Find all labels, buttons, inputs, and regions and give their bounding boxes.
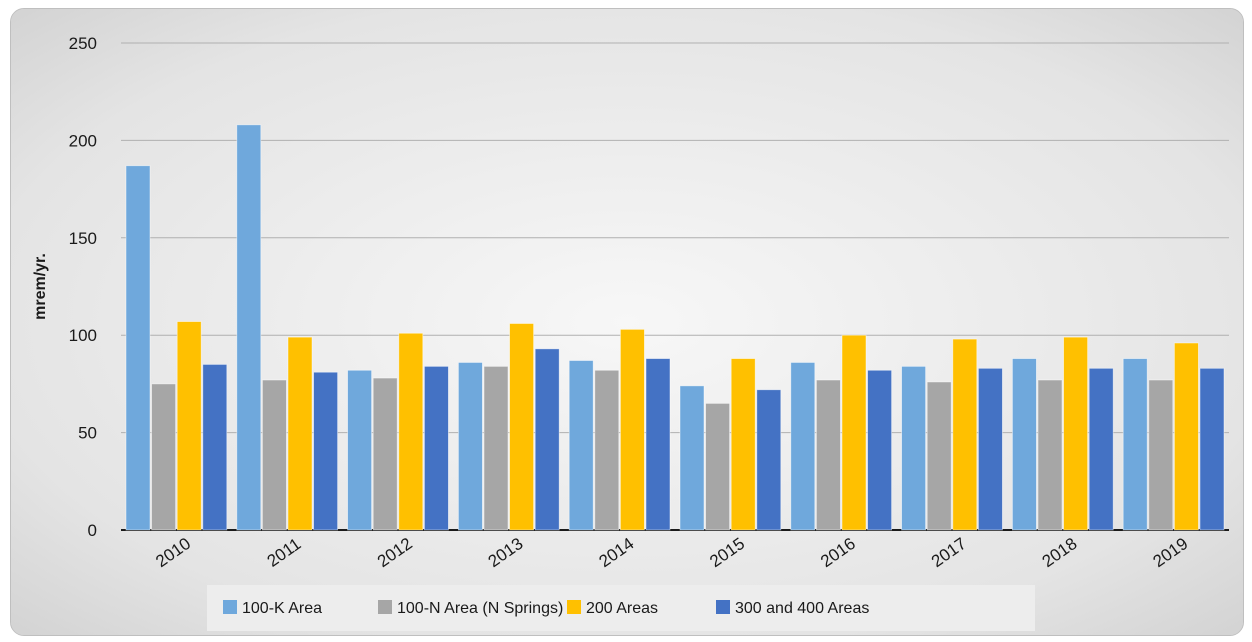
y-axis-ticks: 0 50 100 150 200 250 [69,34,97,540]
bar [1037,379,1063,531]
bar [1148,379,1174,531]
bar [679,385,705,531]
bar [202,364,228,531]
bar [125,165,151,531]
bar [816,379,841,531]
bar [620,328,645,531]
bar [347,369,373,531]
bar [1012,358,1037,531]
bar [509,323,535,531]
bar [313,371,339,531]
bar [483,365,509,531]
bar [756,389,782,531]
bar [457,362,483,531]
bar [261,379,287,531]
bar [645,358,671,531]
bar [568,360,594,531]
bar [1174,342,1199,531]
bar [176,321,202,531]
legend-swatch [716,600,730,614]
bar [841,334,867,531]
bar [287,336,313,531]
bar [1199,367,1225,531]
y-tick-label: 150 [69,229,97,248]
bar [705,402,730,531]
bar [952,338,978,531]
legend-swatch [378,600,392,614]
bar [867,369,892,531]
legend-swatch [223,600,237,614]
bar [594,369,620,531]
bar [1088,367,1114,531]
bar [1063,336,1088,531]
legend-swatch [567,600,581,614]
bar [926,381,952,531]
legend-entry: 300 and 400 Areas [735,600,869,617]
bar [901,365,926,531]
chart-frame: 0 50 100 150 200 250 2010 2011 2012 2013 2014 2015… [10,8,1244,636]
y-tick-label: 250 [69,34,97,53]
y-tick-label: 0 [88,521,97,540]
bar [372,377,398,531]
bar [534,348,560,531]
bar [423,365,449,531]
y-tick-label: 50 [78,424,97,443]
bar [398,332,424,531]
legend-entry: 100-N Area (N Springs) [397,600,563,617]
legend: 100-K Area 100-N Area (N Springs) 200 Area… [207,585,1035,631]
bar [978,367,1003,531]
bar [730,358,756,531]
legend-entry: 200 Areas [586,600,658,617]
y-tick-label: 200 [69,131,97,150]
bar [151,383,177,531]
bar [236,124,262,531]
legend-entry: 100-K Area [242,600,322,617]
bars [125,124,1225,531]
legend-box [207,585,1035,631]
y-axis-label: mrem/yr. [32,253,49,320]
bar [1122,358,1148,531]
y-tick-label: 100 [69,326,97,345]
bar [790,362,816,531]
